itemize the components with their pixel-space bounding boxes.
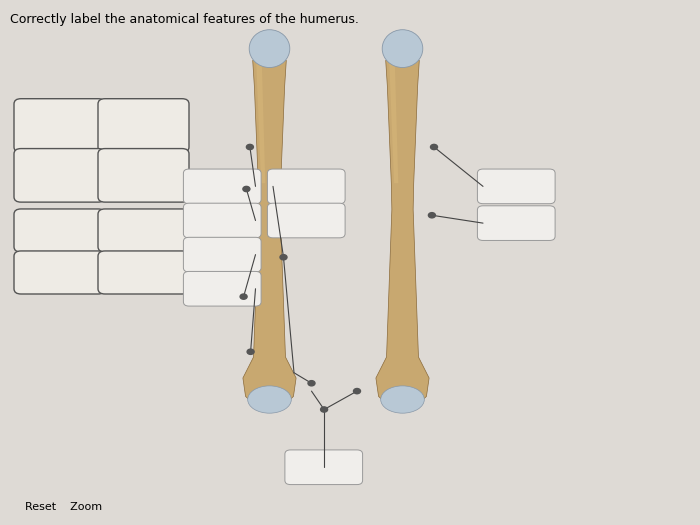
FancyBboxPatch shape	[14, 149, 105, 202]
FancyBboxPatch shape	[477, 169, 555, 204]
Polygon shape	[243, 60, 296, 407]
FancyBboxPatch shape	[98, 99, 189, 152]
FancyBboxPatch shape	[183, 169, 261, 204]
Text: Reset    Zoom: Reset Zoom	[25, 502, 101, 512]
FancyBboxPatch shape	[98, 209, 189, 252]
Ellipse shape	[381, 386, 424, 413]
Circle shape	[243, 186, 250, 192]
Text: Capitulum: Capitulum	[121, 268, 166, 277]
FancyBboxPatch shape	[98, 149, 189, 202]
Ellipse shape	[382, 30, 423, 68]
Polygon shape	[256, 61, 265, 183]
FancyBboxPatch shape	[477, 206, 555, 240]
FancyBboxPatch shape	[14, 209, 105, 252]
Text: Medial
supracondylar
ridge: Medial supracondylar ridge	[29, 161, 90, 190]
FancyBboxPatch shape	[183, 237, 261, 272]
Text: Medial
epicondyle: Medial epicondyle	[120, 221, 167, 240]
Text: Coronoid
fossa: Coronoid fossa	[125, 116, 162, 135]
Text: Lateral
supracondylar
ridge: Lateral supracondylar ridge	[29, 111, 90, 140]
FancyBboxPatch shape	[14, 251, 105, 294]
FancyBboxPatch shape	[267, 203, 345, 238]
Ellipse shape	[249, 30, 290, 68]
FancyBboxPatch shape	[285, 450, 363, 485]
Text: Correctly label the anatomical features of the humerus.: Correctly label the anatomical features …	[10, 13, 359, 26]
Circle shape	[240, 294, 247, 299]
Circle shape	[247, 349, 254, 354]
Circle shape	[430, 144, 438, 150]
Circle shape	[308, 381, 315, 386]
Circle shape	[321, 407, 328, 412]
Ellipse shape	[248, 386, 291, 413]
Polygon shape	[389, 61, 398, 183]
Text: Lateral
epicondyle: Lateral epicondyle	[120, 166, 167, 185]
Circle shape	[280, 255, 287, 260]
FancyBboxPatch shape	[98, 251, 189, 294]
Circle shape	[246, 144, 253, 150]
Circle shape	[428, 213, 435, 218]
FancyBboxPatch shape	[267, 169, 345, 204]
Text: Trochlea: Trochlea	[41, 268, 78, 277]
Polygon shape	[376, 60, 429, 407]
Circle shape	[354, 388, 360, 394]
Text: Radial fossa: Radial fossa	[34, 226, 85, 235]
FancyBboxPatch shape	[183, 203, 261, 238]
FancyBboxPatch shape	[14, 99, 105, 152]
FancyBboxPatch shape	[183, 271, 261, 306]
